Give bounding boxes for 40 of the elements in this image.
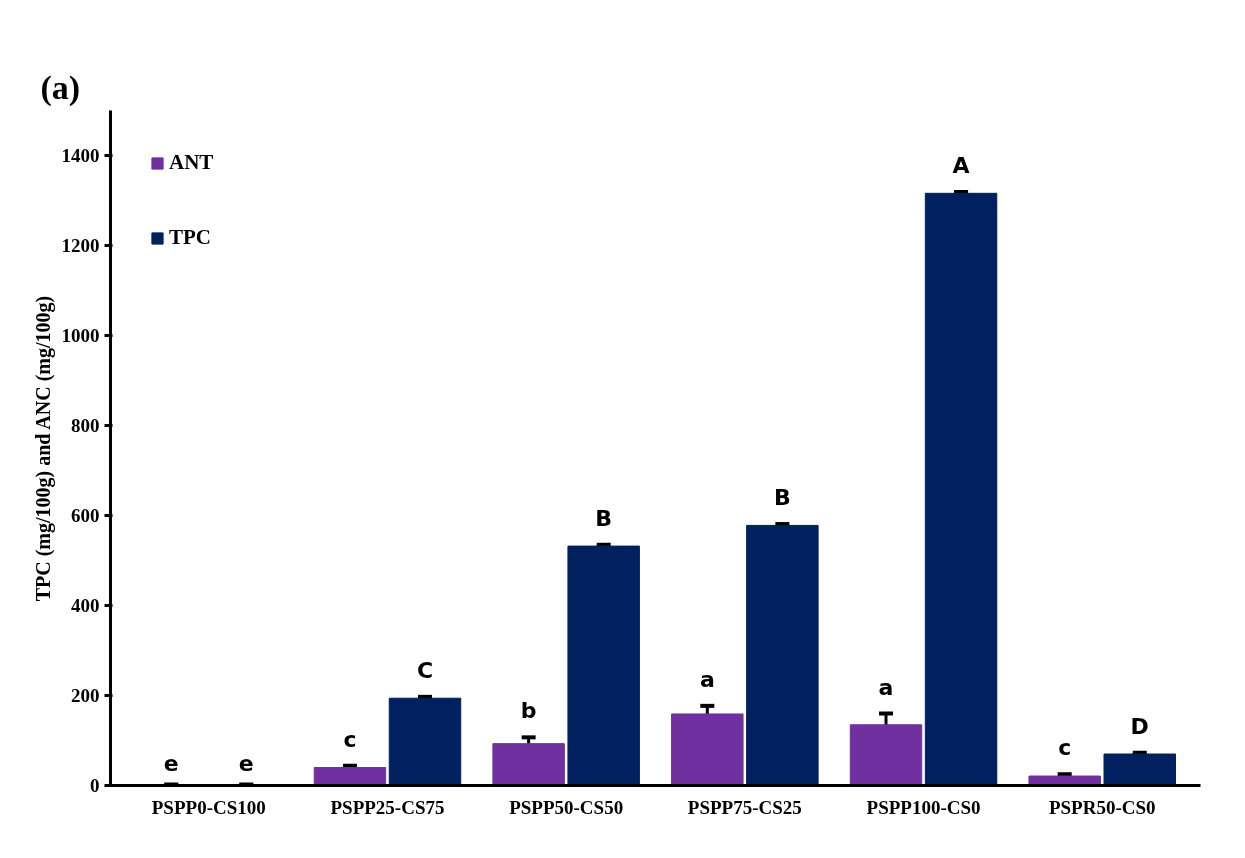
bar xyxy=(313,767,387,786)
legend-label: ANT xyxy=(169,150,214,175)
bar xyxy=(388,697,462,786)
annotation: a xyxy=(699,666,715,692)
annotation: B xyxy=(595,505,613,531)
y-tick-label: 800 xyxy=(71,415,100,436)
x-tick-label: PSPP50-CS50 xyxy=(509,796,624,818)
annotation: c xyxy=(1058,735,1072,761)
x-tick-label: PSPP100-CS0 xyxy=(866,796,981,818)
y-tick-label: 1200 xyxy=(61,235,100,256)
bar xyxy=(924,192,998,786)
x-tick-label: PSPR50-CS0 xyxy=(1048,796,1156,818)
annotation: e xyxy=(238,750,254,776)
annotation: a xyxy=(878,674,894,700)
bar xyxy=(671,713,744,786)
y-tick-label: 400 xyxy=(71,595,100,616)
y-tick-label: 1400 xyxy=(61,145,100,166)
chart-title: (a) xyxy=(40,68,81,107)
bar xyxy=(492,743,565,786)
x-tick-label: PSPP75-CS25 xyxy=(687,796,802,818)
bar xyxy=(567,545,640,786)
bar xyxy=(849,724,923,786)
y-tick-label: 200 xyxy=(71,685,100,706)
annotation: D xyxy=(1130,713,1149,739)
y-tick-label: 600 xyxy=(71,505,100,526)
y-axis-title: TPC (mg/100g) and ANC (mg/100g) xyxy=(31,295,55,602)
bar xyxy=(1028,775,1101,786)
bar xyxy=(746,524,819,786)
y-tick-label: 1000 xyxy=(61,325,100,346)
y-tick-label: 0 xyxy=(90,775,100,796)
annotation: b xyxy=(520,698,537,724)
annotation: B xyxy=(773,485,791,511)
annotation: A xyxy=(952,152,970,178)
x-tick-label: PSPP0-CS100 xyxy=(151,796,266,818)
legend-label: TPC xyxy=(169,225,211,250)
annotation: e xyxy=(163,750,179,776)
x-tick-label: PSPP25-CS75 xyxy=(330,796,445,818)
bar xyxy=(1103,753,1176,786)
annotation: c xyxy=(343,726,357,752)
annotation: C xyxy=(416,657,434,683)
